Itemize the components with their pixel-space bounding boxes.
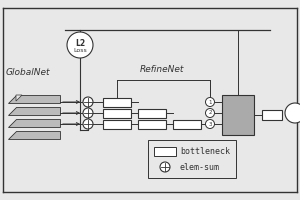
Bar	[138, 109, 166, 118]
Circle shape	[206, 108, 214, 117]
Bar	[173, 120, 201, 129]
Text: 3: 3	[208, 121, 212, 127]
Bar	[103, 120, 131, 129]
Polygon shape	[8, 119, 60, 127]
Polygon shape	[16, 95, 22, 101]
Circle shape	[83, 119, 93, 129]
Bar	[103, 109, 131, 118]
Text: elem-sum: elem-sum	[180, 162, 220, 171]
Bar	[262, 110, 282, 120]
Text: bottleneck: bottleneck	[180, 147, 230, 156]
Polygon shape	[8, 95, 60, 103]
Polygon shape	[8, 107, 60, 115]
Circle shape	[67, 32, 93, 58]
Text: 2: 2	[208, 110, 212, 116]
Circle shape	[206, 119, 214, 129]
Bar	[222, 95, 254, 135]
Text: 1: 1	[208, 99, 212, 104]
Text: L2: L2	[75, 38, 85, 47]
Circle shape	[83, 108, 93, 118]
Circle shape	[206, 98, 214, 106]
Circle shape	[285, 103, 300, 123]
Bar	[103, 98, 131, 107]
Circle shape	[160, 162, 170, 172]
Text: Loss: Loss	[73, 47, 87, 52]
Text: RefineNet: RefineNet	[140, 65, 184, 74]
Bar	[154, 147, 176, 156]
Text: GlobalNet: GlobalNet	[6, 68, 50, 77]
Polygon shape	[8, 131, 60, 139]
Bar	[138, 120, 166, 129]
Circle shape	[83, 97, 93, 107]
Bar	[148, 140, 236, 178]
